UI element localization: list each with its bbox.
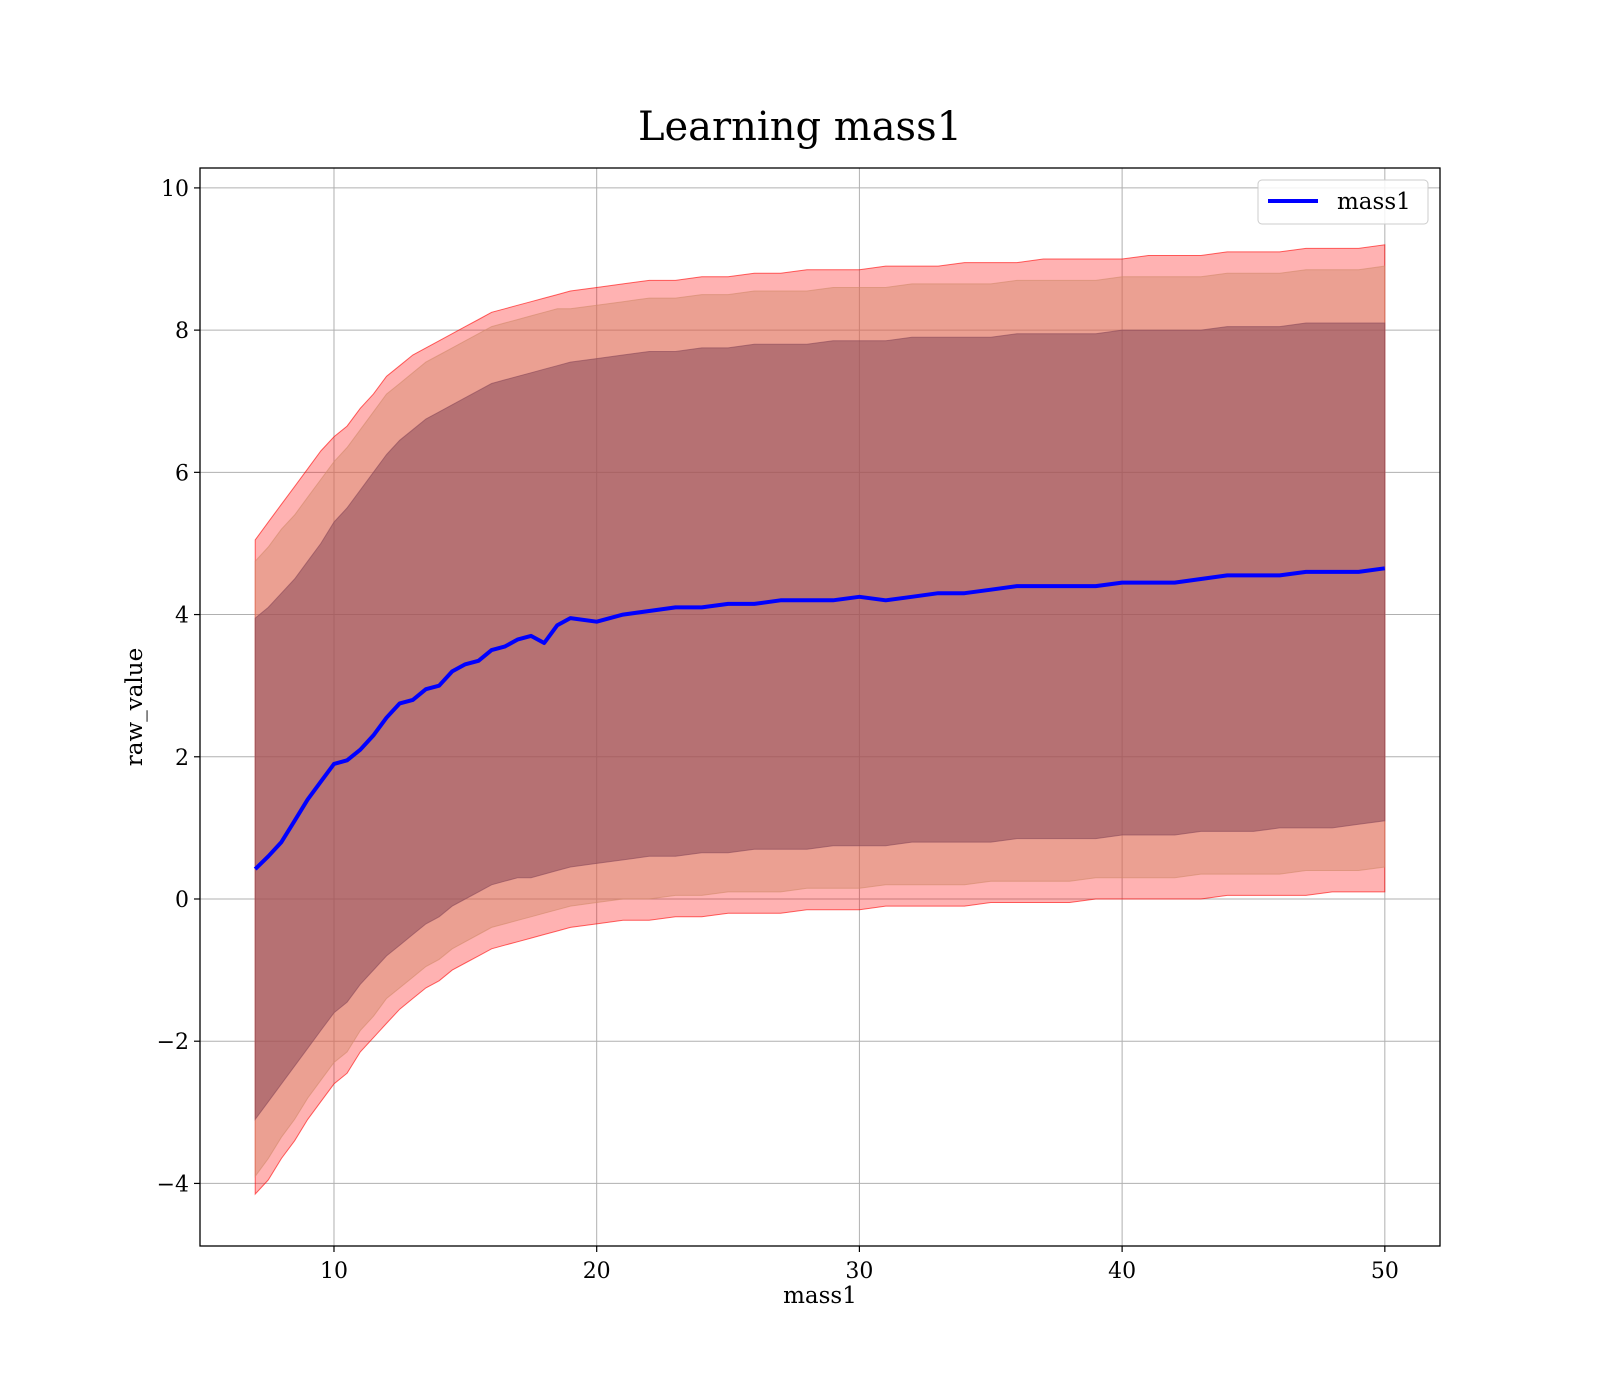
y-axis-label: raw_value [122, 648, 148, 766]
x-tick-label-2: 30 [845, 1259, 873, 1284]
x-tick-label-4: 50 [1371, 1259, 1399, 1284]
legend-label-mass1: mass1 [1337, 189, 1411, 215]
y-tick-label-3: 2 [175, 746, 189, 771]
x-tick-label-0: 10 [320, 1259, 348, 1284]
x-tick-label-1: 20 [583, 1259, 611, 1284]
x-tick-label-3: 40 [1108, 1259, 1136, 1284]
y-tick-label-4: 4 [175, 604, 189, 629]
band-0 [254, 322, 1386, 1121]
series-line-layer [253, 566, 1386, 871]
confidence-bands [254, 244, 1386, 1196]
y-tick-label-6: 8 [175, 319, 189, 344]
y-tick-label-7: 10 [161, 177, 189, 202]
y-tick-label-5: 6 [175, 461, 189, 486]
y-tick-label-1: −2 [157, 1030, 189, 1055]
y-tick-label-0: −4 [157, 1172, 189, 1197]
axis-ticks: 10 20 30 40 50 −4 −2 0 2 4 6 8 10 [157, 177, 1399, 1284]
legend: mass1 [1257, 179, 1429, 225]
chart-title: Learning mass1 [638, 104, 962, 150]
legend-box [1257, 179, 1429, 225]
y-tick-label-2: 0 [175, 888, 189, 913]
plot-frame [199, 167, 1441, 1247]
series-line-mass1 [253, 566, 1386, 871]
x-axis-label: mass1 [783, 1283, 857, 1309]
